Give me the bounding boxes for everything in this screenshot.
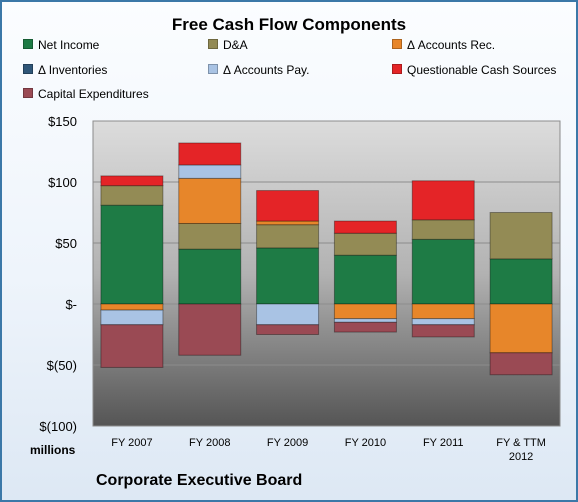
bar-segment-capital-expenditures [489,352,553,376]
legend-label: Net Income [38,38,100,52]
bar-segment-accounts-pay [411,318,475,326]
bar-segment-d-a [489,212,553,260]
y-tick-label: $50 [55,236,77,251]
chart-title: Free Cash Flow Components [171,15,407,34]
legend-label: Δ Accounts Rec. [407,38,496,52]
legend-inventories: Δ Inventories [23,63,107,77]
bar-segment-d-a [178,222,242,250]
bar-segment-net-income [256,247,320,305]
legend-swatch [208,39,218,49]
legend-swatch [392,39,402,49]
bar-segment-capital-expenditures [333,321,397,333]
legend-label: Capital Expenditures [38,87,149,101]
x-tick-label: FY 2007 [111,437,152,449]
bar-segment-net-income [178,248,242,305]
bar-segment-accounts-pay [333,318,397,323]
bar-segment-questionable-cash-sources [256,190,320,222]
plot-area [92,120,561,427]
x-tick-label: FY 2009 [267,437,308,449]
legend-swatch [23,64,33,74]
legend-capital-expenditures: Capital Expenditures [23,87,149,101]
x-tick-label: FY 2011 [423,437,464,449]
legend-swatch [23,88,33,98]
bar-segment-accounts-pay [100,309,164,326]
bar-segment-accounts-rec [100,303,164,311]
company-name: Corporate Executive Board [96,472,303,489]
bar-segment-net-income [411,238,475,305]
legend-label: Questionable Cash Sources [407,63,557,77]
bar-segment-accounts-rec [333,303,397,320]
y-tick-label: $150 [48,114,77,129]
bar-segment-accounts-pay [178,164,242,179]
y-tick-label: $- [65,297,77,312]
bar-segment-d-a [100,185,164,206]
bar-segment-d-a [411,219,475,240]
x-tick-label: FY & TTM 2012 [496,437,546,463]
bar-segment-capital-expenditures [100,324,164,368]
legend-swatch [392,64,402,74]
units-label: millions [30,443,76,457]
bar-segment-capital-expenditures [178,303,242,356]
legend-label: D&A [223,38,248,52]
bar-segment-questionable-cash-sources [333,220,397,234]
legend-accounts-pay: Δ Accounts Pay. [208,63,310,77]
bar-segment-accounts-rec [411,303,475,320]
bar-segment-accounts-pay [256,303,320,326]
x-tick-label: FY 2008 [189,437,230,449]
bar-segment-questionable-cash-sources [178,142,242,166]
legend-net-income: Net Income [23,38,99,52]
bar-segment-net-income [489,258,553,305]
legend-label: Δ Accounts Pay. [223,63,310,77]
legend-swatch [208,64,218,74]
bar-segment-accounts-rec [489,303,553,354]
bar-segment-capital-expenditures [256,324,320,335]
legend-questionable-cash: Questionable Cash Sources [392,63,556,77]
legend-da: D&A [208,38,248,52]
y-tick-label: $(50) [47,358,77,373]
x-tick-label: FY 2010 [345,437,386,449]
bar-segment-net-income [100,204,164,305]
bar-segment-accounts-rec [256,220,320,226]
bar-segment-questionable-cash-sources [411,180,475,221]
bar-segment-capital-expenditures [411,324,475,338]
y-tick-label: $(100) [39,419,77,434]
legend-accounts-rec: Δ Accounts Rec. [392,38,495,52]
bar-segment-net-income [333,254,397,305]
bar-segment-d-a [256,224,320,249]
y-tick-label: $100 [48,175,77,190]
bar-segment-accounts-rec [178,177,242,224]
bar-segment-questionable-cash-sources [100,175,164,187]
legend-swatch [23,39,33,49]
bar-segment-d-a [333,232,397,256]
legend-label: Δ Inventories [38,63,108,77]
